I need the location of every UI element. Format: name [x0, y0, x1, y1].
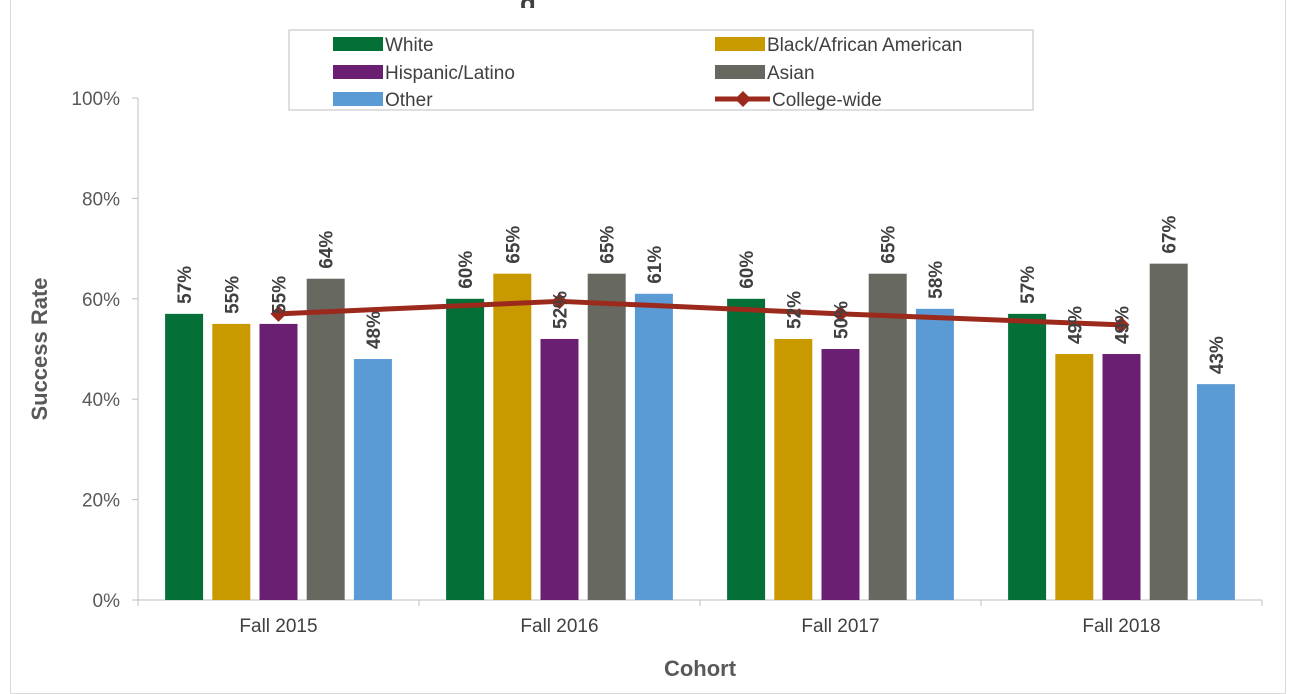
data-label: 55% [222, 276, 243, 314]
legend-swatch [333, 37, 383, 51]
bar [165, 313, 204, 600]
data-label: 55% [270, 276, 291, 314]
legend-label: College-wide [772, 90, 882, 111]
legend-label: Black/African American [767, 35, 962, 56]
data-label: 49% [1065, 306, 1086, 344]
data-label: 52% [551, 291, 572, 329]
bar [727, 298, 766, 600]
legend-box [288, 29, 1034, 111]
college-wide-line-layer [270, 293, 1130, 333]
college-wide-marker [270, 305, 287, 322]
college-wide-marker [1113, 316, 1130, 333]
axes: 0% 20% 40% 60% 80% 100% Fall 2015 Fall 2016 Fall… [27, 89, 1263, 681]
data-label: 65% [503, 226, 524, 264]
data-labels: 57% 60% 60% 57% 55% 65% 52% 49% 55% 52% 50% 49% 64% 6… [175, 216, 1228, 375]
legend-swatch [333, 92, 383, 106]
bar [774, 338, 813, 600]
legend-label: Other [385, 90, 433, 111]
bar [306, 278, 345, 600]
college-wide-line [278, 298, 1122, 328]
bar [212, 323, 251, 600]
bar [634, 293, 673, 600]
x-tick-label: Fall 2015 [239, 616, 317, 637]
data-label: 67% [1160, 216, 1181, 254]
y-tick-label: 100% [71, 89, 120, 110]
bar [540, 338, 579, 600]
data-label: 57% [175, 266, 196, 304]
college-wide-marker [832, 305, 849, 322]
data-label: 49% [1113, 306, 1134, 344]
bar [915, 308, 954, 600]
data-label: 58% [926, 261, 947, 299]
legend-label: Asian [767, 63, 815, 84]
data-label: 65% [598, 226, 619, 264]
data-label: 52% [784, 291, 805, 329]
x-tick-label: Fall 2016 [520, 616, 598, 637]
legend-swatch [715, 37, 765, 51]
data-label: 57% [1018, 266, 1039, 304]
college-wide-marker [551, 293, 568, 310]
y-tick-label: 40% [82, 390, 120, 411]
y-tick-label: 60% [82, 290, 120, 311]
legend-marker [735, 91, 751, 107]
data-label: 64% [317, 231, 338, 269]
bar [1055, 354, 1094, 600]
bar [1102, 354, 1141, 600]
bar [493, 273, 532, 600]
bar [868, 273, 907, 600]
data-label: 61% [645, 246, 666, 284]
bar [1149, 263, 1188, 600]
bars [165, 263, 1235, 600]
y-axis-title: Success Rate [27, 277, 52, 420]
y-tick-label: 0% [93, 591, 121, 612]
data-label: 65% [879, 226, 900, 264]
legend-label: Hispanic/Latino [385, 63, 515, 84]
legend: White Black/African American Hispanic/Lati… [288, 29, 1034, 111]
data-label: 60% [737, 251, 758, 289]
bar [1008, 313, 1047, 600]
data-label: 60% [456, 251, 477, 289]
chart-title-fragment: g [520, 0, 536, 8]
bar [353, 359, 392, 600]
bar [821, 349, 860, 600]
data-label: 43% [1207, 336, 1228, 374]
bar [587, 273, 626, 600]
y-tick-label: 20% [82, 491, 120, 512]
x-axis-title: Cohort [664, 656, 737, 681]
x-tick-label: Fall 2017 [801, 616, 879, 637]
y-tick-label: 80% [82, 189, 120, 210]
bar [1196, 384, 1235, 600]
data-label: 48% [364, 311, 385, 349]
bar [446, 298, 485, 600]
legend-swatch [715, 65, 765, 79]
data-label: 50% [832, 301, 853, 339]
legend-label: White [385, 35, 434, 56]
x-tick-label: Fall 2018 [1082, 616, 1160, 637]
bar [259, 323, 298, 600]
legend-swatch [333, 65, 383, 79]
